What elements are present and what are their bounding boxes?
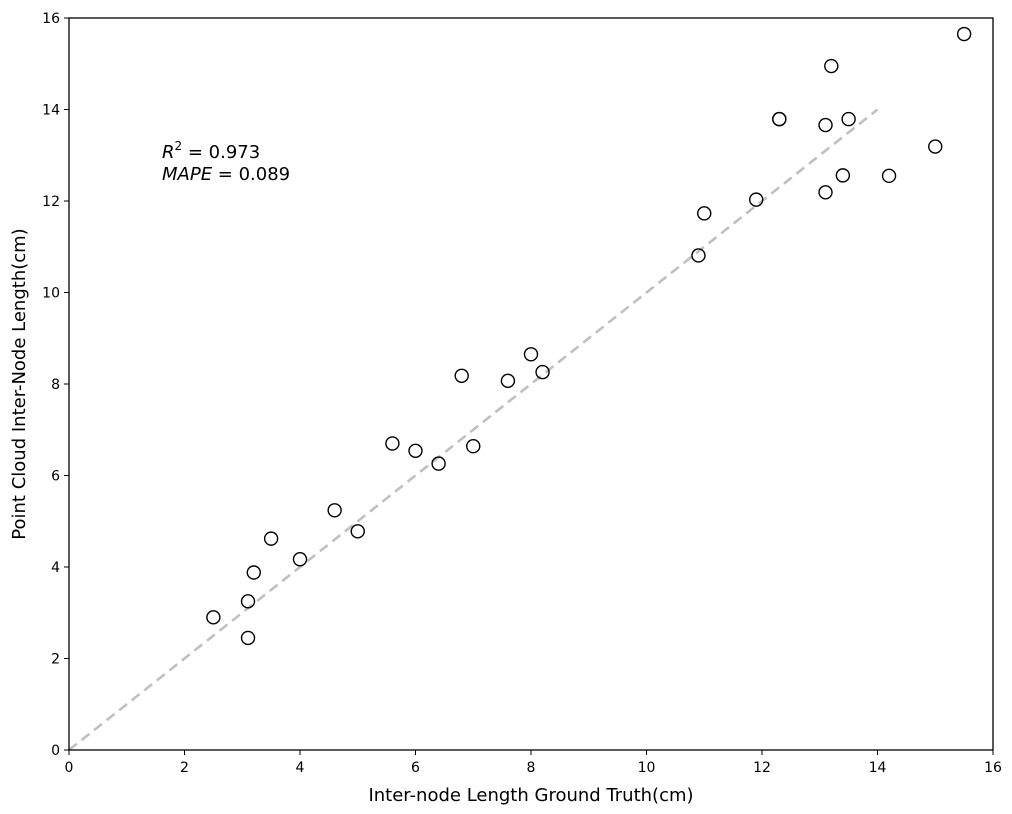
data-point [881, 168, 897, 184]
data-point [263, 531, 279, 546]
y-tick-label: 16 [42, 11, 60, 27]
y-axis-label: Point Cloud Inter-Node Length(cm) [9, 228, 30, 539]
data-point [408, 443, 423, 458]
data-point [523, 347, 539, 362]
y-tick-label: 8 [51, 377, 60, 393]
data-points-layer [206, 26, 972, 646]
x-tick-label: 16 [984, 760, 1002, 776]
r2-symbol: R [162, 142, 175, 163]
data-point [240, 594, 256, 609]
data-point [956, 26, 972, 42]
y-tick-label: 14 [42, 103, 60, 119]
x-tick-label: 4 [296, 760, 305, 776]
mape-symbol: MAPE [162, 164, 213, 185]
y-tick-label: 6 [51, 469, 60, 485]
data-point [327, 503, 342, 518]
data-point [818, 185, 833, 200]
data-point [691, 248, 706, 263]
r2-annotation: R2 = 0.973 [162, 139, 260, 163]
data-point [246, 565, 262, 580]
data-point [292, 552, 308, 567]
data-point [240, 630, 256, 646]
x-tick-label: 8 [527, 760, 536, 776]
data-point [824, 58, 839, 74]
y-tick-label: 4 [51, 560, 60, 576]
x-tick-label: 0 [65, 760, 74, 776]
ticks-layer: 0 2 4 6 8 10 12 14 16 0 2 4 6 8 10 12 14 16 [42, 11, 1002, 776]
data-point [818, 117, 833, 133]
data-point [749, 192, 764, 207]
y-tick-label: 10 [42, 286, 60, 302]
mape-value: = 0.089 [212, 164, 290, 185]
r2-superscript: 2 [175, 139, 183, 153]
data-point [535, 364, 550, 380]
data-point [466, 439, 481, 454]
data-point [385, 436, 400, 451]
data-point [500, 373, 516, 388]
x-tick-label: 6 [411, 760, 420, 776]
y-tick-label: 12 [42, 194, 60, 210]
x-tick-label: 2 [180, 760, 189, 776]
data-point [454, 368, 469, 383]
y-tick-label: 2 [51, 652, 60, 668]
data-point [431, 456, 446, 471]
x-tick-label: 12 [753, 760, 771, 776]
reference-line [68, 108, 879, 752]
data-point [206, 610, 221, 625]
data-point [697, 206, 712, 221]
reference-line-layer [68, 108, 879, 752]
data-point [835, 168, 851, 183]
data-point [772, 111, 787, 127]
mape-annotation: MAPE = 0.089 [162, 164, 290, 185]
data-point [350, 524, 365, 539]
data-point [928, 139, 943, 154]
x-axis-label: Inter-node Length Ground Truth(cm) [368, 785, 693, 806]
x-tick-label: 14 [869, 760, 887, 776]
y-tick-label: 0 [51, 743, 60, 759]
x-tick-label: 10 [638, 760, 656, 776]
data-point [841, 111, 856, 127]
r2-value: = 0.973 [182, 142, 260, 163]
